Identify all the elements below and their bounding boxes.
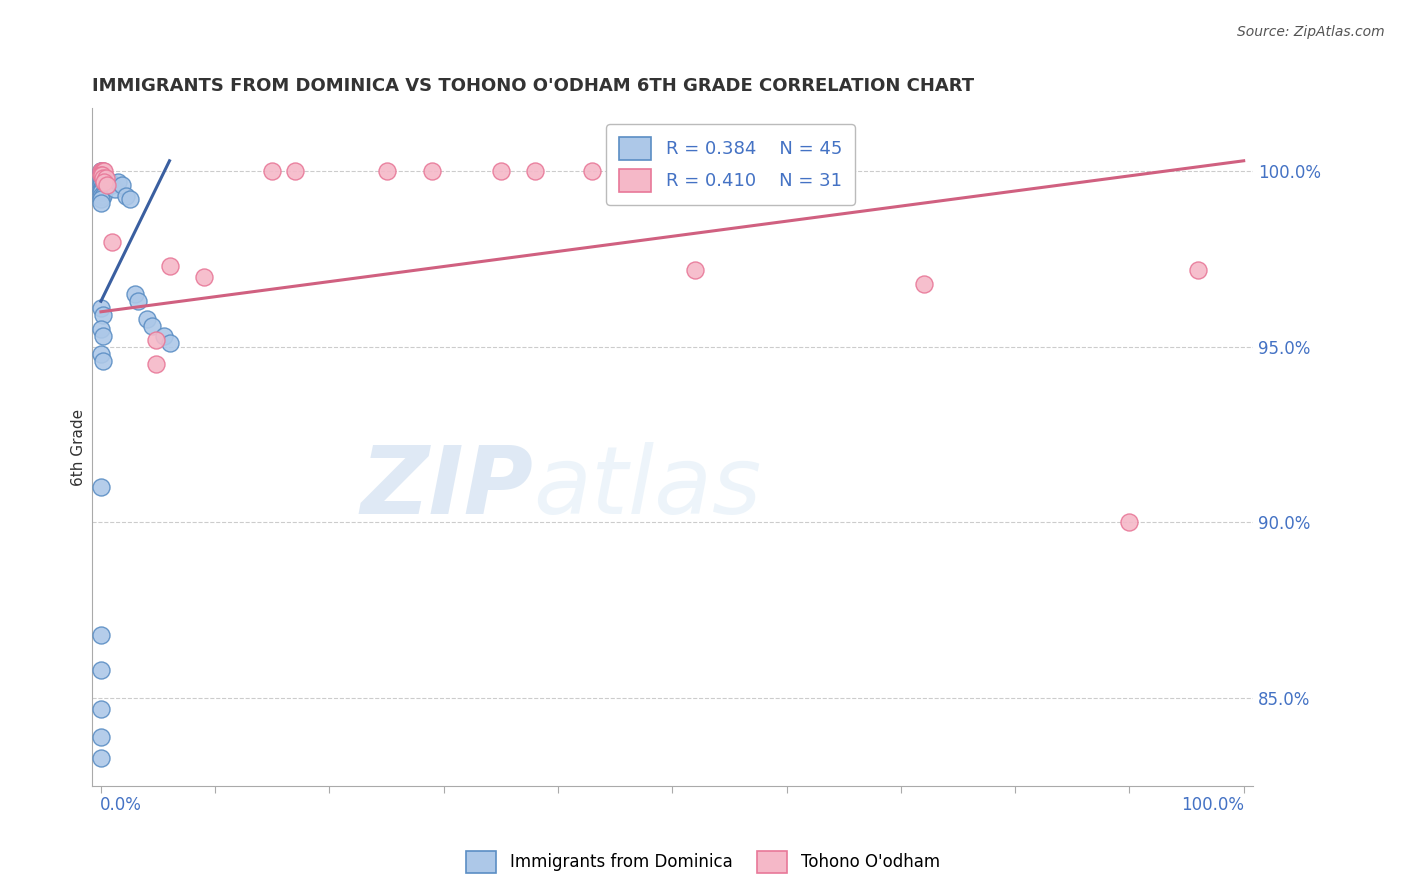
Point bbox=[141, 318, 163, 333]
Point bbox=[101, 235, 124, 249]
Text: Source: ZipAtlas.com: Source: ZipAtlas.com bbox=[1237, 25, 1385, 39]
Point bbox=[93, 168, 115, 182]
Point bbox=[96, 178, 118, 193]
Point bbox=[91, 164, 114, 178]
Point bbox=[93, 186, 115, 200]
Point bbox=[420, 164, 443, 178]
Point bbox=[581, 164, 603, 178]
Text: 100.0%: 100.0% bbox=[1181, 797, 1244, 814]
Point bbox=[262, 164, 284, 178]
Point bbox=[91, 354, 114, 368]
Point bbox=[90, 164, 112, 178]
Point bbox=[98, 175, 121, 189]
Point bbox=[90, 171, 112, 186]
Point bbox=[91, 182, 114, 196]
Point bbox=[104, 182, 127, 196]
Text: 0.0%: 0.0% bbox=[100, 797, 142, 814]
Point bbox=[91, 308, 114, 322]
Point bbox=[152, 329, 174, 343]
Legend: R = 0.384    N = 45, R = 0.410    N = 31: R = 0.384 N = 45, R = 0.410 N = 31 bbox=[606, 124, 855, 204]
Point bbox=[91, 168, 114, 182]
Point bbox=[93, 164, 115, 178]
Point bbox=[524, 164, 547, 178]
Point bbox=[90, 322, 112, 336]
Point bbox=[101, 178, 124, 193]
Point bbox=[90, 195, 112, 210]
Point bbox=[90, 480, 112, 494]
Point bbox=[135, 311, 157, 326]
Point bbox=[90, 193, 112, 207]
Point bbox=[90, 178, 112, 193]
Point bbox=[159, 336, 181, 351]
Point bbox=[90, 186, 112, 200]
Point bbox=[90, 182, 112, 196]
Point bbox=[90, 347, 112, 361]
Point bbox=[118, 193, 141, 207]
Point bbox=[90, 189, 112, 203]
Point bbox=[91, 171, 114, 186]
Point bbox=[90, 301, 112, 316]
Point bbox=[799, 164, 821, 178]
Point bbox=[696, 164, 718, 178]
Point bbox=[683, 262, 706, 277]
Point bbox=[489, 164, 512, 178]
Point bbox=[90, 164, 112, 178]
Point bbox=[91, 171, 114, 186]
Point bbox=[107, 175, 129, 189]
Text: atlas: atlas bbox=[533, 442, 761, 533]
Point bbox=[90, 628, 112, 642]
Point bbox=[93, 175, 115, 189]
Point bbox=[94, 171, 117, 186]
Point bbox=[91, 164, 114, 178]
Point bbox=[110, 178, 132, 193]
Point bbox=[90, 701, 112, 715]
Text: IMMIGRANTS FROM DOMINICA VS TOHONO O'ODHAM 6TH GRADE CORRELATION CHART: IMMIGRANTS FROM DOMINICA VS TOHONO O'ODH… bbox=[91, 78, 974, 95]
Point bbox=[91, 189, 114, 203]
Point bbox=[91, 164, 114, 178]
Point bbox=[145, 358, 167, 372]
Point bbox=[90, 663, 112, 677]
Point bbox=[145, 333, 167, 347]
Point bbox=[124, 287, 146, 301]
Point bbox=[127, 294, 149, 309]
Point bbox=[1187, 262, 1209, 277]
Point bbox=[115, 189, 138, 203]
Point bbox=[91, 178, 114, 193]
Point bbox=[284, 164, 307, 178]
Point bbox=[93, 175, 115, 189]
Text: ZIP: ZIP bbox=[360, 442, 533, 533]
Y-axis label: 6th Grade: 6th Grade bbox=[72, 409, 86, 485]
Legend: Immigrants from Dominica, Tohono O'odham: Immigrants from Dominica, Tohono O'odham bbox=[460, 845, 946, 880]
Point bbox=[375, 164, 398, 178]
Point bbox=[90, 730, 112, 744]
Point bbox=[91, 175, 114, 189]
Point bbox=[193, 269, 215, 284]
Point bbox=[90, 164, 112, 178]
Point bbox=[1118, 516, 1140, 530]
Point bbox=[91, 168, 114, 182]
Point bbox=[91, 329, 114, 343]
Point bbox=[90, 751, 112, 765]
Point bbox=[90, 175, 112, 189]
Point bbox=[159, 259, 181, 273]
Point bbox=[90, 168, 112, 182]
Point bbox=[775, 164, 797, 178]
Point bbox=[912, 277, 935, 291]
Point bbox=[730, 164, 752, 178]
Point bbox=[605, 164, 627, 178]
